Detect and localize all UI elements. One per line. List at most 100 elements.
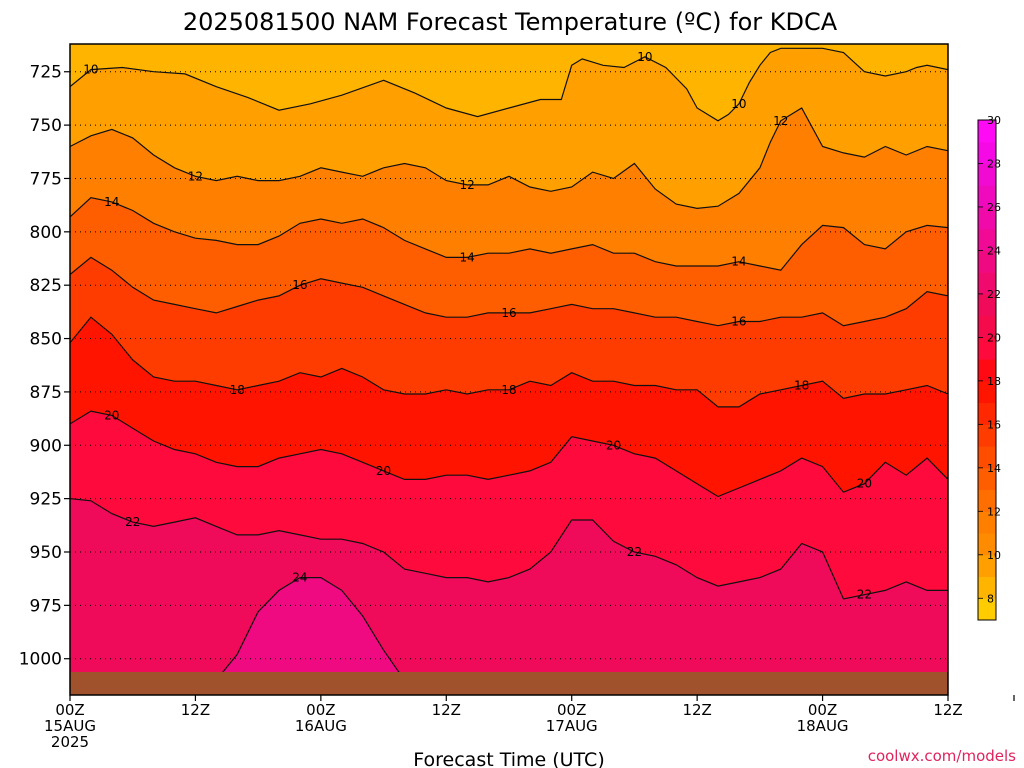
colorbar-frame [977, 119, 997, 621]
y-tick-label-975: 975 [30, 596, 62, 616]
x-axis-label: Forecast Time (UTC) [413, 749, 604, 768]
contour-label-18-1: 18 [501, 383, 516, 397]
contour-labels: 10 10 10 12 12 12 14 14 14 16 16 16 18 18 18 20 20 20 20 22… [83, 50, 872, 602]
colorbar-label-16: 16 [987, 418, 1001, 431]
contour-label-16-2: 16 [731, 314, 746, 328]
colorbar-swatch-10 [978, 380, 996, 404]
x-tick-label-4-1: 17AUG [546, 717, 598, 735]
contour-label-16-0: 16 [292, 278, 307, 292]
contour-label-12-0: 12 [188, 169, 203, 183]
ground-surface [70, 672, 948, 695]
colorbar-swatch-16 [978, 250, 996, 273]
isotherm-contours [70, 47, 948, 681]
colorbar-swatch-18 [978, 206, 996, 230]
colorbar-swatch-1 [978, 576, 996, 599]
contour-20 [70, 410, 948, 498]
colorbar-label-14: 14 [987, 462, 1001, 475]
x-tick-label-0-2: 2025 [51, 733, 89, 751]
contour-label-24-0: 24 [292, 571, 307, 585]
contour-18 [70, 316, 948, 408]
x-tick-label-2-0: 00Z [306, 701, 335, 719]
x-tick-label-0-1: 15AUG [44, 717, 96, 735]
colorbar-label-18: 18 [987, 375, 1001, 388]
y-tick-label-875: 875 [30, 383, 62, 403]
x-tick-label-7-0: 12Z [933, 701, 962, 719]
colorbar-swatch-20 [978, 163, 996, 186]
x-tick-label-5-0: 12Z [682, 701, 711, 719]
watermark: coolwx.com/models [868, 747, 1016, 765]
chart-title: 2025081500 NAM Forecast Temperature (ºC)… [183, 8, 838, 36]
contour-label-10-0: 10 [83, 63, 98, 77]
contour-label-14-2: 14 [731, 255, 746, 269]
colorbar-swatch-13 [978, 315, 996, 338]
colorbar-label-28: 28 [987, 157, 1001, 170]
contour-label-20-1: 20 [376, 464, 391, 478]
contour-label-12-2: 12 [773, 114, 788, 128]
colorbar: 8 10 12 14 16 18 20 22 24 26 28 30 [977, 114, 1001, 621]
colorbar-swatch-2 [978, 554, 996, 578]
y-tick-label-950: 950 [30, 543, 62, 563]
contour-label-22-0: 22 [125, 515, 140, 529]
x-tick-label-3-0: 12Z [432, 701, 461, 719]
temperature-bands [70, 44, 948, 695]
y-tick-label-900: 900 [30, 436, 62, 456]
colorbar-label-30: 30 [987, 114, 1001, 127]
colorbar-label-8: 8 [987, 592, 994, 605]
colorbar-swatch-11 [978, 359, 996, 382]
x-tick-label-6-0: 00Z [808, 701, 837, 719]
contour-22 [70, 498, 948, 600]
y-tick-label-750: 750 [30, 116, 62, 136]
contour-label-10-1: 10 [637, 50, 652, 64]
colorbar-swatch-14 [978, 293, 996, 317]
y-tick-label-850: 850 [30, 330, 62, 350]
colorbar-swatch-3 [978, 533, 996, 556]
y-tick-label-925: 925 [30, 490, 62, 510]
contour-12 [70, 107, 948, 210]
contour-label-18-0: 18 [230, 383, 245, 397]
contour-label-12-1: 12 [460, 178, 475, 192]
colorbar-label-20: 20 [987, 331, 1001, 344]
colorbar-swatch-8 [978, 424, 996, 447]
contour-label-18-2: 18 [794, 379, 809, 393]
contour-label-10-2: 10 [731, 97, 746, 111]
y-tick-label-725: 725 [30, 63, 62, 83]
contour-24 [215, 577, 406, 681]
colorbar-swatch-17 [978, 228, 996, 251]
x-tick-label-6-1: 18AUG [797, 717, 849, 735]
x-tick-label-1-0: 12Z [181, 701, 210, 719]
contour-label-20-2: 20 [606, 438, 621, 452]
x-tick-label-4-0: 00Z [557, 701, 586, 719]
colorbar-label-12: 12 [987, 505, 1001, 518]
y-tick-label-1000: 1000 [19, 650, 62, 670]
colorbar-swatch-7 [978, 446, 996, 469]
contour-label-20-0: 20 [104, 408, 119, 422]
contour-label-16-1: 16 [501, 306, 516, 320]
colorbar-label-22: 22 [987, 288, 1001, 301]
contour-16 [70, 256, 948, 327]
colorbar-swatch-0 [978, 598, 996, 621]
contour-label-22-1: 22 [627, 545, 642, 559]
y-tick-label-825: 825 [30, 276, 62, 296]
colorbar-swatch-4 [978, 511, 996, 534]
colorbar-label-26: 26 [987, 201, 1001, 214]
plot-frame [69, 43, 949, 696]
contour-label-14-1: 14 [460, 250, 475, 264]
contour-label-22-2: 22 [857, 588, 872, 602]
y-tick-label-775: 775 [30, 169, 62, 189]
y-tick-label-800: 800 [30, 223, 62, 243]
colorbar-swatch-19 [978, 185, 996, 208]
colorbar-swatch-6 [978, 467, 996, 491]
x-tick-label-2-1: 16AUG [295, 717, 347, 735]
x-tick-label-0-0: 00Z [55, 701, 84, 719]
colorbar-swatch-12 [978, 337, 996, 360]
colorbar-swatch-15 [978, 272, 996, 295]
contour-label-14-0: 14 [104, 195, 119, 209]
band-fill-24 [216, 577, 405, 681]
colorbar-swatch-21 [978, 141, 996, 164]
colorbar-label-24: 24 [987, 244, 1001, 257]
y-axis: 725 750 775 800 825 850 875 900 925 950 975 1000 [19, 63, 70, 670]
contour-14 [70, 197, 948, 271]
contour-10 [70, 47, 948, 122]
